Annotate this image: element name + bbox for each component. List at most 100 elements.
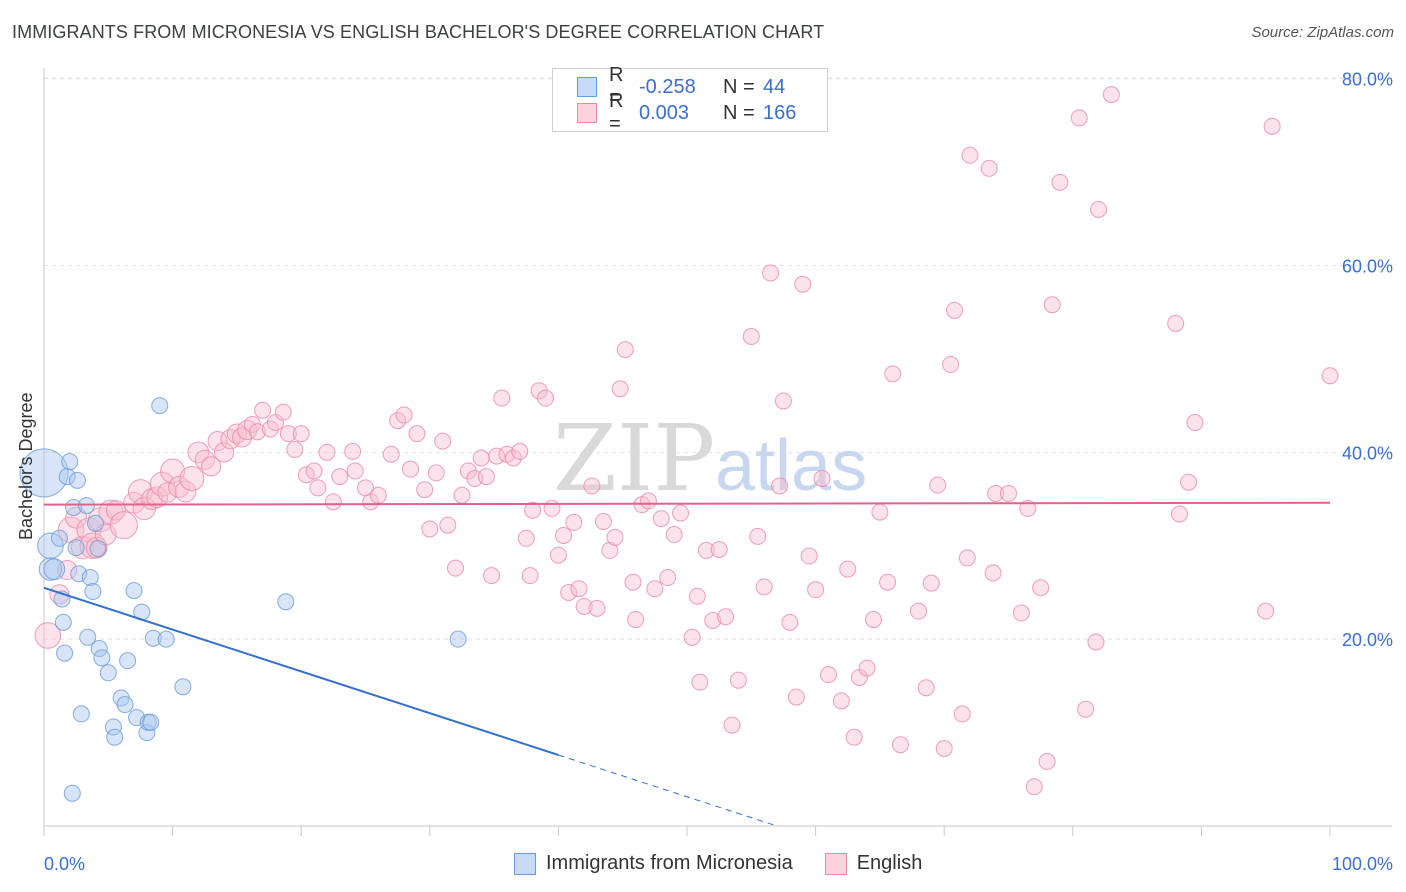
- point-english: [34, 622, 62, 649]
- legend-swatch-micronesia: [514, 852, 536, 875]
- point-english: [157, 482, 178, 503]
- point-english: [286, 441, 304, 459]
- tick-labels: 20.0% 40.0% 60.0% 80.0% 0.0% 100.0%: [44, 70, 1393, 874]
- point-english: [416, 481, 434, 499]
- point-english: [146, 486, 169, 509]
- trendline-micronesia-extension: [558, 754, 778, 827]
- point-english: [723, 716, 741, 734]
- point-english: [427, 464, 445, 482]
- point-english: [588, 599, 606, 617]
- point-english: [517, 529, 535, 547]
- point-english: [710, 540, 728, 558]
- point-english: [543, 499, 561, 517]
- point-english: [672, 504, 690, 522]
- point-micronesia: [58, 468, 76, 486]
- point-micronesia: [63, 784, 81, 802]
- y-tick-label: 60.0%: [1342, 257, 1393, 277]
- point-english: [555, 526, 573, 544]
- point-micronesia: [84, 583, 102, 601]
- y-tick-label: 40.0%: [1342, 443, 1393, 463]
- point-english: [1102, 86, 1120, 104]
- point-micronesia: [65, 498, 83, 516]
- point-english: [794, 275, 812, 293]
- watermark-zip: ZIP: [553, 405, 715, 512]
- legend-n-label: N =: [723, 75, 755, 98]
- point-english: [984, 564, 1002, 582]
- point-english: [549, 546, 567, 564]
- point-english: [1032, 579, 1050, 597]
- point-english: [483, 567, 501, 585]
- data-points: [19, 86, 1339, 802]
- point-english: [987, 484, 1005, 502]
- point-english: [646, 580, 664, 598]
- trendline-micronesia: [43, 586, 559, 756]
- point-english: [207, 431, 228, 452]
- point-micronesia: [43, 558, 66, 581]
- point-english: [771, 477, 789, 495]
- point-english: [309, 479, 327, 497]
- correlation-legend: R = -0.258 N = 44 R = 0.003 N = 166: [552, 64, 828, 135]
- point-english: [472, 449, 490, 467]
- point-english: [331, 468, 349, 486]
- point-english: [583, 477, 601, 495]
- point-english: [346, 462, 364, 480]
- point-micronesia: [72, 705, 90, 723]
- point-english: [627, 611, 645, 629]
- legend-r-value: 0.003: [639, 101, 690, 124]
- point-english: [665, 526, 683, 544]
- point-english: [297, 466, 315, 484]
- point-english: [704, 611, 722, 629]
- point-english: [688, 587, 706, 605]
- point-english: [1167, 314, 1185, 332]
- point-english: [57, 559, 78, 581]
- point-english: [1180, 473, 1198, 491]
- point-english: [570, 580, 588, 598]
- point-micronesia: [56, 644, 74, 662]
- point-micronesia: [99, 664, 117, 682]
- point-english: [942, 356, 960, 374]
- point-english: [755, 578, 773, 596]
- legend-item-english[interactable]: English: [824, 852, 923, 875]
- point-english: [1070, 109, 1088, 127]
- point-english: [864, 611, 882, 629]
- point-english: [891, 736, 909, 754]
- point-english: [521, 567, 539, 585]
- point-english: [819, 666, 837, 684]
- point-english: [917, 679, 935, 697]
- point-micronesia: [144, 629, 162, 647]
- point-english: [174, 480, 197, 503]
- legend-item-micronesia[interactable]: Immigrants from Micronesia: [514, 852, 793, 875]
- point-micronesia: [81, 569, 99, 587]
- point-english: [382, 445, 400, 463]
- point-micronesia: [89, 540, 107, 558]
- y-tick-label: 20.0%: [1342, 630, 1393, 650]
- point-english: [1171, 505, 1189, 523]
- point-english: [659, 569, 677, 587]
- point-english: [624, 573, 642, 591]
- point-english: [1043, 296, 1061, 314]
- watermark: ZIP atlas: [553, 405, 867, 512]
- point-micronesia: [38, 557, 63, 581]
- point-english: [160, 458, 186, 484]
- point-english: [1257, 602, 1275, 620]
- point-micronesia: [142, 713, 160, 731]
- point-english: [1019, 499, 1037, 517]
- point-english: [601, 541, 619, 559]
- point-micronesia: [449, 630, 467, 648]
- legend-label-english: English: [856, 852, 923, 874]
- trend-lines: [43, 501, 1331, 827]
- point-english: [616, 341, 634, 359]
- trendline-english: [43, 501, 1331, 506]
- point-english: [395, 406, 413, 424]
- point-english: [439, 516, 457, 534]
- point-micronesia: [86, 514, 104, 532]
- point-english: [945, 301, 963, 319]
- point-english: [961, 146, 979, 164]
- point-english: [594, 512, 612, 530]
- point-english: [980, 159, 998, 177]
- point-english: [434, 432, 452, 450]
- legend-swatch-english: [577, 103, 597, 123]
- legend-r-value: -0.258: [639, 75, 696, 98]
- point-english: [305, 462, 323, 480]
- y-tick-label: 80.0%: [1342, 70, 1393, 90]
